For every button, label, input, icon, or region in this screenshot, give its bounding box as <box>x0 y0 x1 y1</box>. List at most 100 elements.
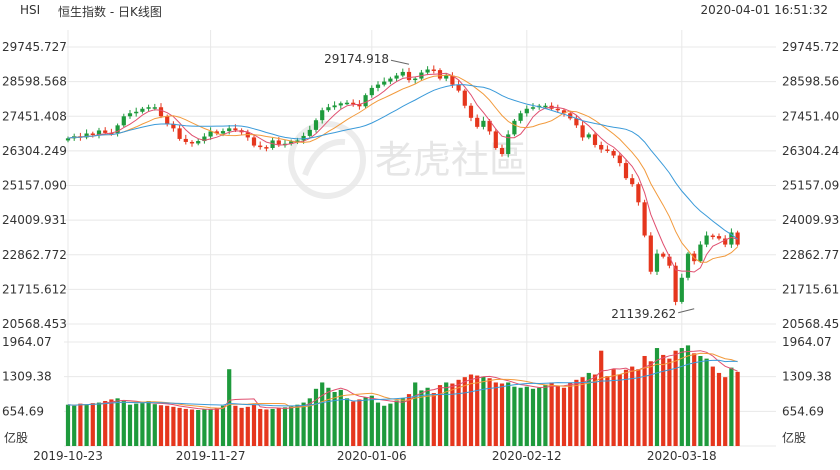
candle-body <box>561 110 567 114</box>
candle-body <box>351 102 356 105</box>
volume-bar <box>561 387 567 446</box>
candle-body <box>580 125 585 138</box>
chart-title: 恒生指数 - 日K线图 <box>58 5 162 19</box>
price-tick-right: 29745.727 <box>782 40 840 54</box>
volume-bar <box>549 382 554 446</box>
volume-bar <box>673 350 678 446</box>
volume-bar <box>592 374 598 446</box>
candle-body <box>524 108 529 114</box>
price-tick-left: 26304.249 <box>2 144 67 158</box>
volume-unit-left: 亿股 <box>4 430 28 445</box>
candle-body <box>295 140 300 142</box>
candle-body <box>369 87 374 96</box>
ma10-line <box>67 74 738 263</box>
volume-bar <box>158 405 164 446</box>
volume-bar <box>698 355 703 446</box>
price-tick-right: 28598.568 <box>782 75 840 89</box>
volume-bar <box>642 355 647 446</box>
low-annotation-label: 21139.262 <box>611 307 676 321</box>
date-tick-label: 2019-11-27 <box>176 449 246 463</box>
candle-body <box>90 133 95 136</box>
candle-body <box>202 136 207 142</box>
candle-body <box>698 244 703 262</box>
candle-body <box>177 128 182 139</box>
chart-header: HSI 恒生指数 - 日K线图 2020-04-01 16:51:32 <box>0 0 840 20</box>
price-tick-right: 24009.931 <box>782 213 840 227</box>
price-tick-right: 25157.090 <box>782 179 840 193</box>
price-tick-left: 25157.090 <box>2 179 67 193</box>
candle-body <box>493 131 498 148</box>
candle-body <box>630 178 635 185</box>
candle-body <box>134 111 139 114</box>
volume-bar <box>382 405 387 446</box>
candle-body <box>313 120 319 130</box>
candle-body <box>251 137 257 146</box>
candle-body <box>400 71 405 76</box>
volume-bar <box>716 372 722 446</box>
volume-bar <box>462 377 467 446</box>
candle-body <box>326 107 331 111</box>
candle-body <box>468 105 474 118</box>
price-tick-left: 27451.408 <box>2 109 67 123</box>
candle-body <box>196 141 201 144</box>
volume-bar <box>468 374 474 446</box>
volume-bar <box>524 386 529 446</box>
volume-bar <box>109 399 114 446</box>
candle-body <box>146 107 151 109</box>
candle-body <box>530 107 536 109</box>
volume-bar <box>636 369 641 446</box>
candle-body <box>456 84 461 91</box>
volume-bar <box>605 376 610 446</box>
price-tick-left: 29745.727 <box>2 40 67 54</box>
date-tick-label: 2019-10-23 <box>33 449 103 463</box>
candle-body <box>158 107 164 117</box>
candle-body <box>189 141 195 144</box>
tiger-logo-icon <box>288 121 366 199</box>
volume-bar <box>679 348 684 446</box>
candle-body <box>394 75 399 79</box>
volume-bar <box>611 369 616 446</box>
candle-body <box>115 125 120 134</box>
candle-body <box>357 104 362 107</box>
candle-body <box>165 116 170 124</box>
volume-bar <box>375 402 381 446</box>
candle-body <box>171 123 176 129</box>
candle-body <box>586 134 591 138</box>
volume-bar <box>177 407 182 446</box>
symbol-label: HSI <box>20 3 41 17</box>
volume-bar <box>723 377 728 446</box>
candle-body <box>704 235 709 245</box>
candle-body <box>543 105 548 108</box>
volume-bar <box>574 379 579 446</box>
volume-bar <box>208 408 213 446</box>
price-tick-left: 28598.568 <box>2 75 67 89</box>
volume-bar <box>127 404 133 446</box>
volume-bar <box>599 350 604 446</box>
volume-bar <box>183 408 188 446</box>
candle-body <box>320 110 325 121</box>
volume-bar <box>115 398 120 446</box>
volume-bar <box>648 361 653 446</box>
volume-bar <box>425 387 430 446</box>
volume-bar <box>251 404 257 446</box>
candle-body <box>667 256 672 266</box>
candle-body <box>605 149 610 152</box>
candle-body <box>375 84 381 88</box>
volume-tick-right: 1964.07 <box>782 335 832 349</box>
volume-tick-left: 1964.07 <box>2 335 52 349</box>
volume-bar <box>103 400 108 446</box>
candle-body <box>599 144 604 150</box>
volume-bar <box>487 378 492 446</box>
candle-body <box>710 235 715 238</box>
volume-bar <box>388 403 393 446</box>
candle-body <box>648 235 653 272</box>
volume-ma10-line <box>67 352 738 409</box>
volume-bar <box>456 379 461 446</box>
date-tick-label: 2020-01-06 <box>337 449 407 463</box>
candle-body <box>227 128 232 132</box>
volume-tick-left: 1309.38 <box>2 370 52 384</box>
volume-bar <box>481 376 486 446</box>
volume-bar <box>400 398 405 446</box>
